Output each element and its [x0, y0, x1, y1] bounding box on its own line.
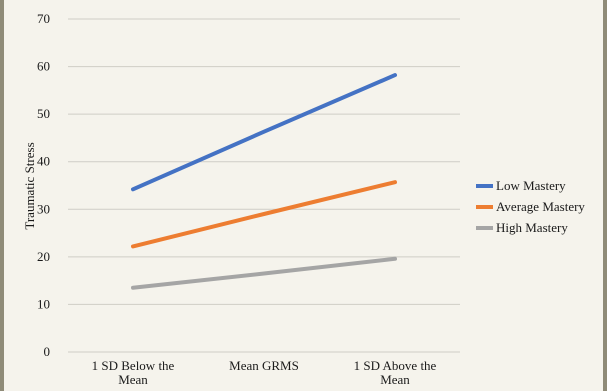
y-tick-labels: 0 10 20 30 40 50 60 70 — [37, 11, 50, 359]
x-tick-label: Mean — [380, 372, 410, 387]
y-tick-label: 10 — [37, 296, 50, 311]
legend: Low Mastery Average Mastery High Mastery — [476, 178, 585, 235]
y-tick-label: 0 — [44, 344, 51, 359]
legend-label: High Mastery — [496, 220, 568, 235]
legend-label: Average Mastery — [496, 199, 585, 214]
x-tick-label: Mean — [118, 372, 148, 387]
series-line-high-mastery — [131, 256, 397, 290]
y-tick-label: 70 — [37, 11, 50, 26]
x-tick-label: Mean GRMS — [229, 358, 299, 373]
series-lines — [131, 73, 397, 290]
y-axis-title: Traumatic Stress — [22, 142, 37, 229]
y-tick-label: 40 — [37, 154, 50, 169]
y-tick-label: 20 — [37, 249, 50, 264]
y-tick-label: 60 — [37, 59, 50, 74]
legend-label: Low Mastery — [496, 178, 566, 193]
series-line-low-mastery — [131, 73, 397, 192]
series-line-average-mastery — [131, 180, 397, 249]
gridlines — [68, 18, 460, 353]
y-tick-label: 50 — [37, 106, 50, 121]
plot-background — [4, 0, 603, 391]
x-tick-label: 1 SD Above the — [354, 358, 437, 373]
y-tick-label: 30 — [37, 201, 50, 216]
x-tick-label: 1 SD Below the — [92, 358, 175, 373]
